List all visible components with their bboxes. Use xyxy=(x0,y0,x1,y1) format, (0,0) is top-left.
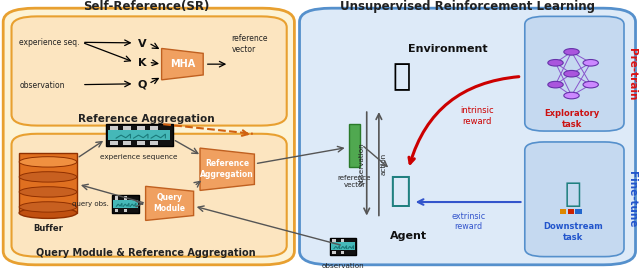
Text: experience sequence: experience sequence xyxy=(100,154,178,160)
FancyBboxPatch shape xyxy=(108,130,170,140)
Ellipse shape xyxy=(19,202,77,212)
Text: 🦾: 🦾 xyxy=(389,174,411,208)
FancyBboxPatch shape xyxy=(341,251,344,254)
Text: 🌍: 🌍 xyxy=(393,62,411,91)
Circle shape xyxy=(564,92,579,99)
Text: Exploratory
task: Exploratory task xyxy=(544,109,599,129)
FancyBboxPatch shape xyxy=(19,153,77,213)
FancyBboxPatch shape xyxy=(136,141,145,145)
FancyBboxPatch shape xyxy=(349,124,360,167)
FancyBboxPatch shape xyxy=(12,16,287,126)
FancyBboxPatch shape xyxy=(106,124,173,146)
FancyBboxPatch shape xyxy=(123,141,131,145)
Text: V: V xyxy=(138,39,147,49)
Text: Query Module & Reference Aggregation: Query Module & Reference Aggregation xyxy=(36,248,256,257)
FancyBboxPatch shape xyxy=(341,239,344,242)
FancyBboxPatch shape xyxy=(112,195,139,213)
FancyBboxPatch shape xyxy=(300,8,636,265)
Text: K: K xyxy=(138,58,147,68)
FancyBboxPatch shape xyxy=(115,197,118,200)
Text: Query
Module: Query Module xyxy=(154,193,186,213)
FancyBboxPatch shape xyxy=(330,238,356,255)
Text: Fine-tune: Fine-tune xyxy=(627,171,637,227)
Text: intrinsic
reward: intrinsic reward xyxy=(460,106,493,126)
Text: observation: observation xyxy=(322,263,364,269)
FancyBboxPatch shape xyxy=(331,242,355,250)
Polygon shape xyxy=(200,148,255,191)
Text: Reference
Aggregation: Reference Aggregation xyxy=(200,159,254,179)
Text: observation: observation xyxy=(358,143,365,185)
Text: Agent: Agent xyxy=(390,231,427,241)
Text: experience seq.: experience seq. xyxy=(19,38,80,47)
Text: Unsupervised Reinforcement Learning: Unsupervised Reinforcement Learning xyxy=(340,0,595,13)
FancyBboxPatch shape xyxy=(3,8,294,265)
Text: reference
vector: reference vector xyxy=(232,34,268,54)
Ellipse shape xyxy=(19,187,77,197)
Text: Q: Q xyxy=(138,80,147,90)
Text: extrinsic
reward: extrinsic reward xyxy=(451,212,486,231)
Circle shape xyxy=(583,60,598,66)
FancyBboxPatch shape xyxy=(109,126,118,130)
Circle shape xyxy=(583,81,598,88)
FancyBboxPatch shape xyxy=(568,209,574,214)
FancyBboxPatch shape xyxy=(525,16,624,131)
Text: MHA: MHA xyxy=(170,59,195,69)
Text: 🦾: 🦾 xyxy=(564,180,581,208)
Polygon shape xyxy=(146,186,193,221)
FancyBboxPatch shape xyxy=(150,141,158,145)
FancyBboxPatch shape xyxy=(575,209,582,214)
FancyBboxPatch shape xyxy=(332,251,335,254)
Ellipse shape xyxy=(19,207,77,218)
Text: Self-Reference(SR): Self-Reference(SR) xyxy=(83,0,209,13)
Text: Environment: Environment xyxy=(408,44,488,54)
Ellipse shape xyxy=(19,157,77,167)
FancyBboxPatch shape xyxy=(124,209,127,212)
Ellipse shape xyxy=(19,172,77,182)
Text: query obs.: query obs. xyxy=(72,201,109,207)
Circle shape xyxy=(564,49,579,55)
Text: Buffer: Buffer xyxy=(33,224,63,233)
Circle shape xyxy=(548,81,563,88)
FancyBboxPatch shape xyxy=(560,209,566,214)
Text: reference
vector: reference vector xyxy=(338,175,371,188)
Text: Downstream
task: Downstream task xyxy=(543,222,603,242)
FancyBboxPatch shape xyxy=(332,239,335,242)
FancyBboxPatch shape xyxy=(115,209,118,212)
FancyBboxPatch shape xyxy=(109,141,118,145)
Text: Pre-train: Pre-train xyxy=(627,48,637,100)
Text: action: action xyxy=(381,153,387,175)
Polygon shape xyxy=(161,49,203,80)
FancyBboxPatch shape xyxy=(525,142,624,257)
FancyBboxPatch shape xyxy=(12,134,287,257)
FancyBboxPatch shape xyxy=(136,126,145,130)
Text: observation: observation xyxy=(19,81,65,90)
Circle shape xyxy=(548,60,563,66)
FancyBboxPatch shape xyxy=(150,126,158,130)
FancyBboxPatch shape xyxy=(113,200,138,208)
FancyBboxPatch shape xyxy=(124,197,127,200)
Circle shape xyxy=(564,70,579,77)
Text: Reference Aggregation: Reference Aggregation xyxy=(77,114,214,124)
FancyBboxPatch shape xyxy=(123,126,131,130)
